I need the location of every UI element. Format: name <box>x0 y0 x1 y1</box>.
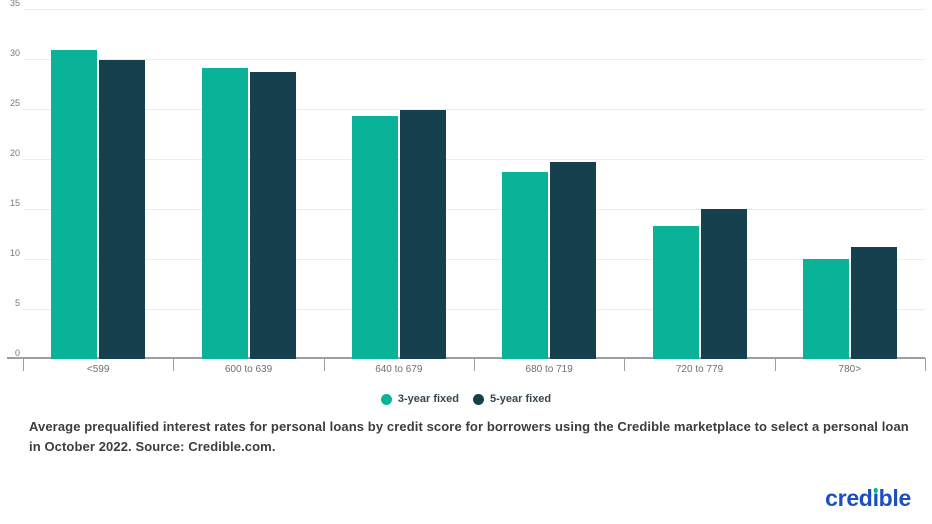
x-axis-tick <box>23 358 24 371</box>
bar-5-year-fixed <box>399 110 446 359</box>
gridline <box>23 159 925 160</box>
y-axis-label: 15 <box>9 198 20 208</box>
credible-logo: credıble <box>825 486 911 510</box>
x-axis-label: 680 to 719 <box>525 364 573 375</box>
logo-text-pre: cred <box>825 485 873 511</box>
gridline <box>23 309 925 310</box>
x-axis-label: 720 to 779 <box>675 364 724 375</box>
x-axis-tick <box>774 358 776 371</box>
bar-3-year-fixed <box>802 259 849 359</box>
x-axis-label: 780> <box>838 364 862 375</box>
x-axis-line <box>7 357 925 359</box>
y-axis-label: 5 <box>14 298 20 308</box>
logo-letter-i: ı <box>872 485 879 511</box>
y-axis-label: 30 <box>9 48 20 58</box>
chart-caption: Average prequalified interest rates for … <box>29 419 909 454</box>
legend-swatch-icon <box>473 393 484 405</box>
gridline <box>23 59 925 60</box>
logo-text-post: ble <box>878 485 912 511</box>
y-axis-label: 25 <box>9 98 20 108</box>
x-axis-tick <box>173 358 175 371</box>
x-axis-tick <box>624 358 626 371</box>
legend-item: 3-year fixed <box>380 393 459 405</box>
chart-legend: 3-year fixed 5-year fixed <box>0 392 932 406</box>
y-axis-label: 20 <box>9 148 20 158</box>
legend-item: 5-year fixed <box>473 393 551 405</box>
bar-5-year-fixed <box>850 247 897 359</box>
x-axis-tick <box>925 358 926 371</box>
legend-label: 5-year fixed <box>490 393 552 405</box>
y-axis-label: 0 <box>14 348 20 358</box>
bar-5-year-fixed <box>550 162 597 359</box>
x-axis-tick <box>323 358 325 371</box>
legend-swatch-icon <box>380 393 392 405</box>
bar-3-year-fixed <box>502 172 549 359</box>
bar-5-year-fixed <box>700 209 747 359</box>
x-axis-label: 600 to 639 <box>224 364 273 375</box>
gridline <box>23 109 925 110</box>
legend-label: 3-year fixed <box>397 393 459 405</box>
gridline <box>23 209 925 210</box>
x-axis-label: 640 to 679 <box>375 364 423 375</box>
bar-3-year-fixed <box>351 116 398 359</box>
x-axis-tick <box>474 358 475 371</box>
bar-5-year-fixed <box>99 60 146 359</box>
bar-5-year-fixed <box>249 72 296 359</box>
gridline <box>23 259 925 260</box>
y-axis-label: 10 <box>9 248 20 258</box>
y-axis-label: 35 <box>9 0 20 8</box>
bar-3-year-fixed <box>652 226 699 359</box>
gridline <box>23 9 925 10</box>
x-axis-label: <599 <box>86 364 110 375</box>
bar-3-year-fixed <box>201 68 248 359</box>
bar-3-year-fixed <box>51 50 98 359</box>
